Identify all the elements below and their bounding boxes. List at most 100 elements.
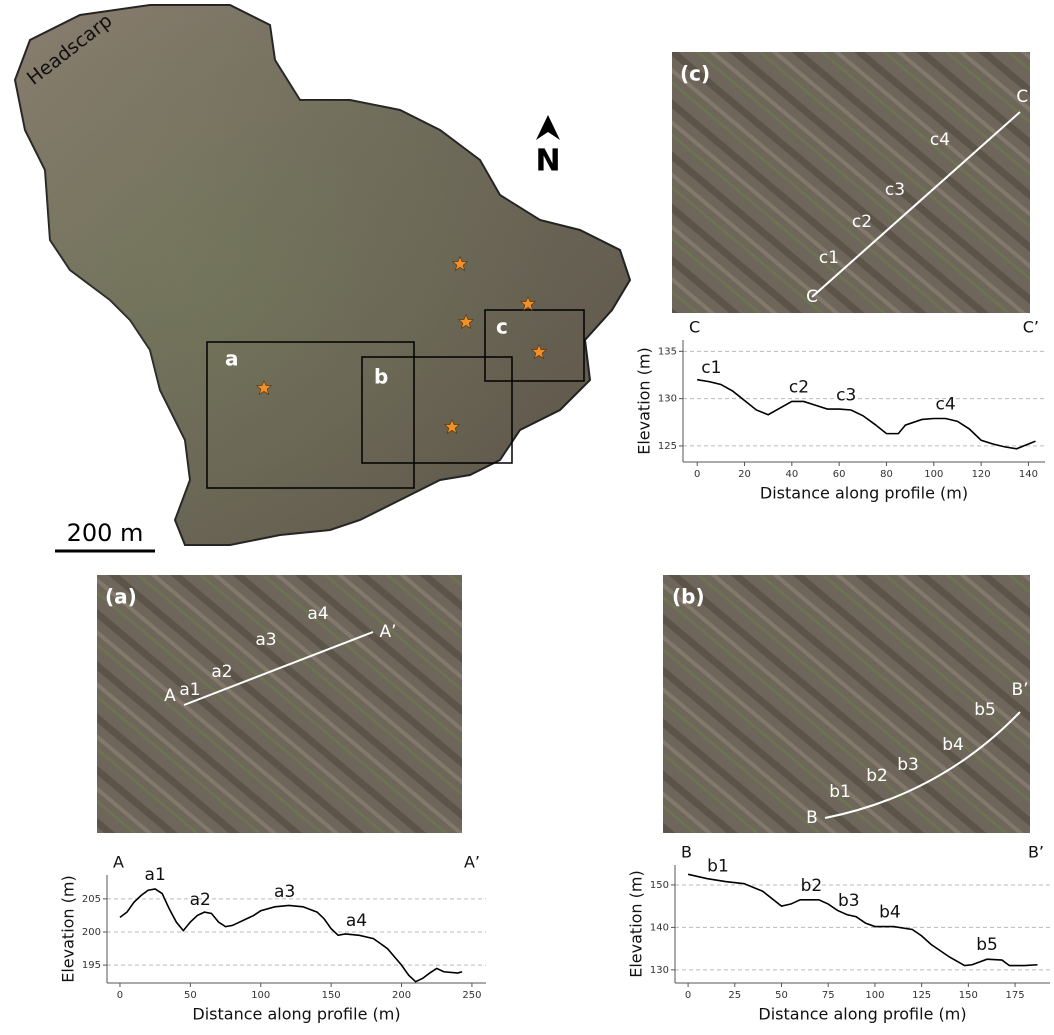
- north-arrow: [536, 115, 560, 140]
- feature-label: b4: [879, 903, 901, 923]
- x-tick-label: 250: [462, 990, 481, 1001]
- feature-label: c3: [885, 180, 905, 200]
- x-tick-label: 0: [117, 990, 123, 1001]
- feature-label: b5: [976, 935, 998, 955]
- box-b: [361, 356, 513, 464]
- feature-label: b5: [974, 700, 996, 720]
- x-tick-label: 200: [392, 990, 411, 1001]
- profile-start: B: [806, 808, 818, 828]
- feature-label: b3: [897, 755, 919, 775]
- x-tick-label: 175: [1006, 990, 1025, 1001]
- profile-start: A: [164, 686, 176, 706]
- x-tick-label: 100: [251, 990, 270, 1001]
- y-tick-label: 200: [82, 927, 101, 938]
- profile-line: [119, 888, 463, 983]
- feature-label: a2: [190, 890, 211, 910]
- x-tick-label: 60: [833, 469, 846, 480]
- x-tick-label: 20: [738, 469, 751, 480]
- box-a: [206, 341, 415, 489]
- vegetation-tint: [15, 5, 630, 545]
- x-tick-label: 0: [694, 469, 700, 480]
- feature-label: a3: [274, 882, 295, 902]
- box-c: [484, 309, 585, 382]
- profile-end-label: A’: [464, 853, 480, 872]
- photo: [97, 575, 462, 833]
- y-tick-label: 125: [658, 441, 677, 452]
- north-label: N: [535, 144, 560, 179]
- panel-label: (b): [672, 585, 705, 609]
- y-tick-label: 150: [650, 880, 669, 891]
- x-tick-label: 25: [728, 990, 741, 1001]
- x-tick-label: 140: [1019, 469, 1038, 480]
- box-label: b: [374, 365, 388, 389]
- x-tick-label: 40: [785, 469, 798, 480]
- feature-label: c1: [701, 358, 721, 378]
- feature-label: a2: [211, 662, 232, 682]
- profile-end: A’: [379, 622, 396, 642]
- profile-start-label: C: [689, 318, 700, 337]
- feature-label: a4: [346, 911, 367, 931]
- feature-label: b2: [866, 766, 888, 786]
- profile-end: C’: [1016, 87, 1033, 107]
- profile-line: [183, 631, 374, 706]
- feature-label: b4: [942, 735, 964, 755]
- feature-label: c1: [819, 248, 839, 268]
- x-tick-label: 50: [184, 990, 197, 1001]
- feature-label: a4: [307, 604, 328, 624]
- x-tick-label: 100: [924, 469, 943, 480]
- x-tick-label: 50: [775, 990, 788, 1001]
- x-tick-label: 100: [865, 990, 884, 1001]
- y-axis-label: Elevation (m): [627, 870, 646, 977]
- line-chart: 125 130 135 0 20 40 60 80 100 120 140 Distance alon…: [635, 318, 1045, 503]
- profile-end-label: C’: [1023, 318, 1039, 337]
- photos: (c) C C’ c1 c2 c3 c4 (a) A A’ a1 a2 a3 a4 (b) B B’ b1 b2 b3…: [97, 52, 1034, 833]
- profile-line: [697, 378, 1036, 450]
- feature-label: c2: [789, 377, 809, 397]
- profile-start: C: [806, 287, 818, 307]
- feature-label: c3: [836, 386, 856, 406]
- profile-line: [824, 711, 1021, 819]
- line-chart: 195 200 205 0 50 100 150 200 250 Distance along p…: [59, 853, 486, 1024]
- panel-label: (a): [105, 585, 137, 609]
- panel-label: (c): [680, 62, 710, 86]
- x-tick-label: 80: [880, 469, 893, 480]
- line-chart: 130 140 150 0 25 50 75 100 125 150 175 Distance alo…: [627, 843, 1050, 1024]
- profile-start-label: A: [113, 853, 124, 872]
- y-axis-label: Elevation (m): [59, 875, 78, 982]
- feature-label: b1: [829, 782, 851, 802]
- y-tick-label: 205: [82, 894, 101, 905]
- x-tick-label: 120: [972, 469, 991, 480]
- box-label: c: [496, 315, 508, 339]
- x-axis-label: Distance along profile (m): [758, 1005, 966, 1024]
- y-axis-label: Elevation (m): [635, 347, 654, 454]
- y-tick-label: 130: [650, 965, 669, 976]
- feature-label: a1: [145, 865, 166, 885]
- box-label: a: [225, 347, 239, 371]
- feature-label: b2: [801, 876, 823, 896]
- x-tick-label: 75: [822, 990, 835, 1001]
- x-axis-label: Distance along profile (m): [760, 484, 968, 503]
- feature-label: c2: [852, 212, 872, 232]
- profile-start-label: B: [681, 843, 692, 862]
- scale-label: 200 m: [67, 519, 144, 547]
- profile-end-label: B’: [1028, 843, 1044, 862]
- x-axis-label: Distance along profile (m): [192, 1005, 400, 1024]
- feature-label: c4: [936, 394, 956, 414]
- y-tick-label: 140: [650, 922, 669, 933]
- photo: [672, 52, 1030, 313]
- feature-label: b3: [838, 891, 860, 911]
- photo: [663, 575, 1030, 833]
- feature-label: b1: [707, 856, 729, 876]
- y-tick-label: 195: [82, 960, 101, 971]
- y-tick-label: 135: [658, 346, 677, 357]
- y-tick-label: 130: [658, 394, 677, 405]
- feature-label: c4: [930, 130, 950, 150]
- feature-label: a1: [179, 680, 200, 700]
- x-tick-label: 150: [959, 990, 978, 1001]
- profile-line: [687, 873, 1038, 967]
- feature-label: a3: [255, 630, 276, 650]
- map: a b c Headscarp N 200 m: [13, 4, 632, 553]
- x-tick-label: 150: [322, 990, 341, 1001]
- x-tick-label: 125: [912, 990, 931, 1001]
